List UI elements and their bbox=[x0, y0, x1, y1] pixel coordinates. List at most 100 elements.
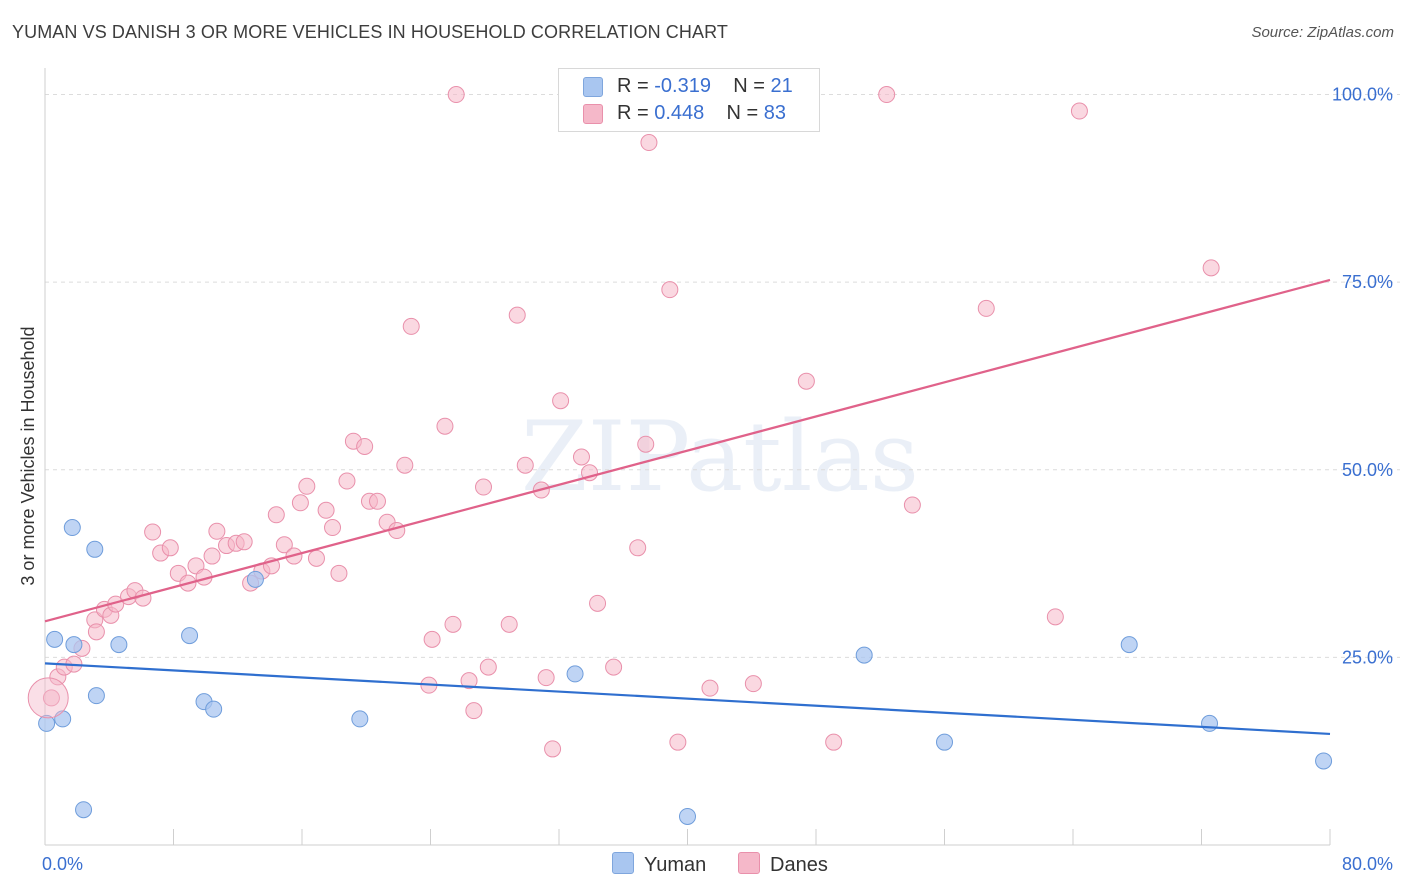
point-danes bbox=[275, 536, 293, 554]
tick-labels: 25.0% 50.0% 75.0% 100.0% 0.0% 80.0% bbox=[42, 85, 1393, 874]
point-danes bbox=[479, 658, 497, 676]
y-tick-label: 75.0% bbox=[1342, 272, 1393, 292]
point-danes bbox=[465, 702, 483, 720]
legend-r-value: -0.319 bbox=[654, 75, 711, 97]
point-yuman bbox=[1315, 752, 1333, 770]
point-danes bbox=[144, 523, 162, 541]
point-yuman bbox=[75, 801, 93, 819]
point-yuman bbox=[38, 714, 56, 732]
point-yuman bbox=[87, 687, 105, 705]
point-danes bbox=[605, 658, 623, 676]
point-danes bbox=[235, 533, 253, 551]
chart-title: YUMAN VS DANISH 3 OR MORE VEHICLES IN HO… bbox=[12, 22, 728, 42]
point-danes bbox=[338, 472, 356, 490]
point-danes bbox=[42, 689, 60, 707]
point-danes bbox=[508, 306, 526, 324]
point-danes bbox=[1202, 259, 1220, 277]
point-yuman bbox=[936, 733, 953, 751]
point-danes bbox=[797, 372, 815, 390]
point-yuman bbox=[65, 636, 83, 654]
point-danes bbox=[744, 675, 762, 693]
trend-lines bbox=[44, 278, 1331, 736]
bottom-legend-swatch-danes bbox=[738, 852, 760, 874]
point-danes bbox=[368, 492, 386, 510]
point-danes bbox=[317, 501, 335, 519]
point-danes bbox=[396, 456, 414, 474]
point-danes bbox=[460, 672, 478, 690]
legend-n-label: N = bbox=[733, 75, 771, 97]
point-danes bbox=[402, 317, 420, 335]
point-yuman bbox=[86, 540, 104, 558]
point-danes bbox=[661, 281, 679, 299]
point-danes bbox=[669, 733, 687, 751]
point-danes bbox=[324, 519, 342, 537]
bottom-legend-yuman: Yuman bbox=[612, 852, 706, 877]
point-yuman bbox=[246, 570, 264, 588]
bottom-legend-label: Danes bbox=[770, 854, 828, 876]
point-yuman bbox=[205, 700, 223, 718]
point-danes bbox=[640, 134, 658, 152]
point-yuman bbox=[566, 665, 584, 683]
point-danes bbox=[701, 679, 719, 697]
grid-lines bbox=[45, 94, 1400, 658]
point-danes bbox=[447, 86, 465, 104]
point-danes bbox=[500, 615, 518, 633]
point-danes bbox=[444, 615, 462, 633]
point-danes bbox=[1070, 102, 1088, 120]
point-danes bbox=[134, 589, 152, 607]
legend-swatch-danes bbox=[583, 104, 603, 124]
point-danes bbox=[298, 477, 316, 495]
x-tick-label-start: 0.0% bbox=[42, 854, 83, 874]
legend-r-label: R = bbox=[617, 75, 655, 97]
trend-line-yuman bbox=[44, 662, 1331, 736]
y-tick-label: 100.0% bbox=[1332, 85, 1393, 105]
y-axis-label: 3 or more Vehicles in Household bbox=[18, 326, 38, 585]
legend-n-value: 83 bbox=[763, 102, 787, 124]
data-points bbox=[27, 86, 1333, 825]
point-danes-large bbox=[27, 677, 69, 719]
point-danes bbox=[388, 522, 406, 540]
correlation-legend: R = -0.319 N = 21 R = 0.448 N = 83 bbox=[558, 68, 820, 132]
point-danes bbox=[1046, 608, 1064, 626]
point-yuman bbox=[1120, 636, 1138, 654]
legend-n-label: N = bbox=[726, 102, 764, 124]
point-yuman bbox=[679, 807, 696, 825]
point-danes bbox=[356, 437, 374, 455]
point-yuman bbox=[46, 630, 64, 648]
y-tick-label: 25.0% bbox=[1342, 647, 1393, 667]
point-danes bbox=[637, 435, 655, 453]
point-yuman bbox=[63, 519, 81, 537]
trend-line-danes bbox=[44, 278, 1331, 623]
point-danes bbox=[825, 733, 843, 751]
point-yuman bbox=[855, 646, 873, 664]
point-danes bbox=[423, 630, 441, 648]
point-yuman bbox=[110, 636, 128, 654]
point-danes bbox=[475, 478, 493, 496]
legend-swatch-yuman bbox=[583, 77, 603, 97]
legend-n-value: 21 bbox=[770, 75, 793, 97]
point-danes bbox=[267, 506, 285, 524]
bottom-legend-label: Yuman bbox=[644, 854, 707, 876]
x-tick-label-end: 80.0% bbox=[1342, 854, 1393, 874]
legend-r-label: R = bbox=[617, 102, 655, 124]
point-danes bbox=[291, 494, 309, 512]
point-danes bbox=[516, 456, 534, 474]
point-danes bbox=[629, 539, 647, 557]
point-yuman bbox=[1201, 714, 1219, 732]
bottom-legend-danes: Danes bbox=[738, 852, 828, 877]
point-danes bbox=[307, 549, 325, 567]
y-tick-label: 50.0% bbox=[1342, 460, 1393, 480]
point-danes bbox=[203, 547, 221, 565]
point-danes bbox=[589, 594, 607, 612]
point-danes bbox=[903, 496, 921, 514]
point-danes bbox=[87, 623, 105, 641]
point-danes bbox=[977, 299, 995, 317]
source-label: Source: ZipAtlas.com bbox=[1251, 24, 1394, 41]
point-danes bbox=[161, 539, 179, 557]
point-danes bbox=[537, 669, 555, 687]
point-danes bbox=[330, 564, 348, 582]
point-danes bbox=[544, 740, 562, 758]
legend-r-value: 0.448 bbox=[654, 102, 705, 124]
point-danes bbox=[572, 448, 590, 466]
